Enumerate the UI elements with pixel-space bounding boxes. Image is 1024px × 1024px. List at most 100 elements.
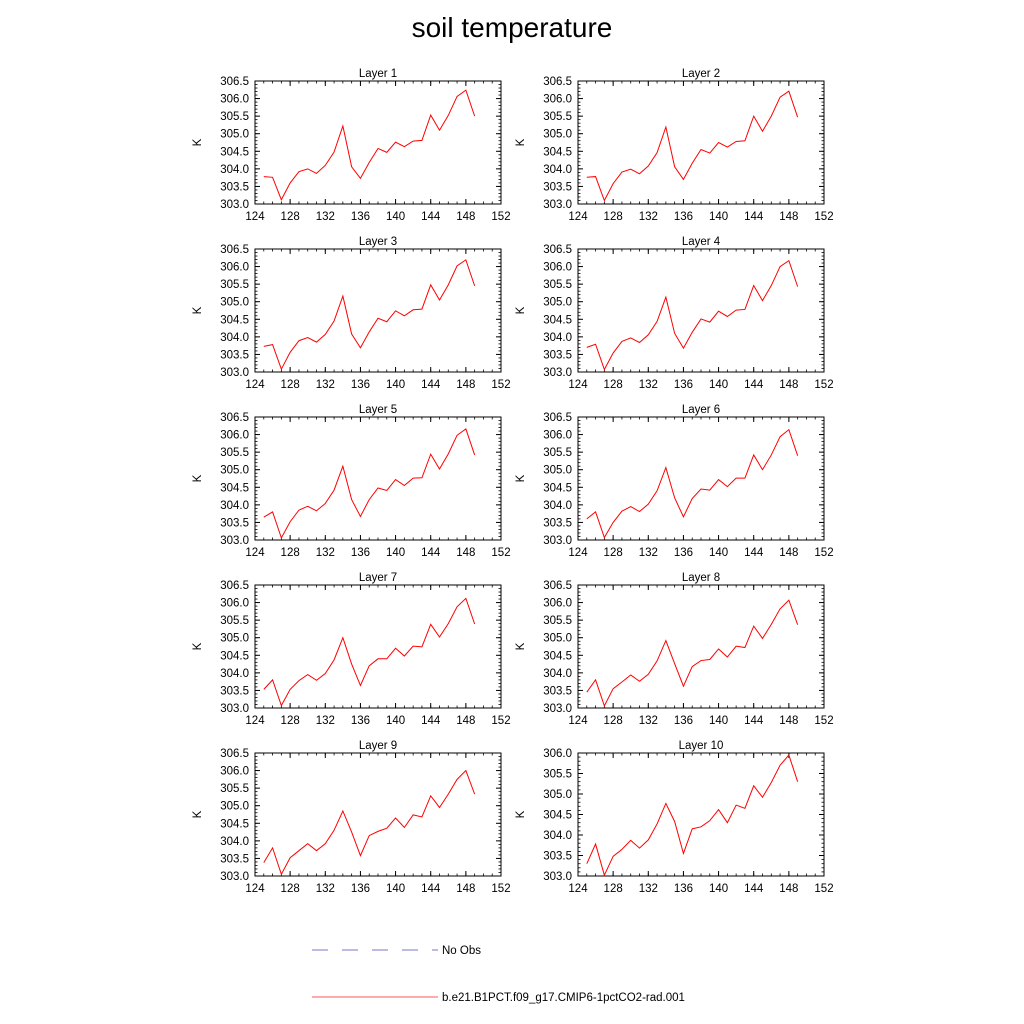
y-tick-label: 304.0 — [543, 164, 572, 176]
series-line-1 — [263, 428, 476, 540]
x-tick-label: 144 — [421, 547, 441, 559]
panel-title: Layer 4 — [682, 236, 721, 248]
y-tick-label: 306.5 — [220, 76, 249, 88]
x-tick-label: 136 — [674, 715, 693, 727]
y-tick-label: 303.5 — [220, 517, 249, 529]
x-tick-label: 124 — [245, 379, 265, 391]
y-tick-label: 305.0 — [543, 789, 572, 801]
y-tick-label: 303.0 — [543, 703, 572, 715]
y-tick-label: 304.0 — [543, 500, 572, 512]
y-tick-label: 306.0 — [220, 766, 249, 778]
y-tick-label: 305.5 — [543, 111, 572, 123]
y-tick-label: 304.0 — [543, 830, 572, 842]
x-tick-label: 144 — [421, 715, 441, 727]
x-tick-label: 132 — [639, 715, 658, 727]
y-tick-label: 305.5 — [220, 615, 249, 627]
y-tick-label: 304.5 — [220, 146, 249, 158]
x-tick-label: 124 — [568, 883, 588, 895]
panel-title: Layer 2 — [682, 68, 720, 80]
x-tick-label: 152 — [491, 883, 510, 895]
y-tick-label: 306.0 — [543, 748, 572, 760]
y-tick-label: 304.0 — [220, 836, 249, 848]
series-line-1 — [263, 597, 476, 707]
y-tick-label: 305.0 — [543, 633, 572, 645]
y-tick-label: 306.0 — [543, 94, 572, 106]
y-axis-label: K — [515, 810, 527, 818]
x-tick-label: 124 — [568, 715, 588, 727]
x-tick-label: 140 — [386, 547, 405, 559]
y-tick-label: 305.0 — [543, 465, 572, 477]
x-tick-label: 148 — [779, 547, 798, 559]
x-tick-label: 140 — [709, 547, 728, 559]
panel-layer-1: 124 128 132 136 140 144 148 152 303.0 303.5 304.0 3… — [192, 68, 511, 223]
x-tick-label: 148 — [456, 547, 475, 559]
y-tick-label: 303.5 — [220, 853, 249, 865]
y-tick-label: 303.0 — [220, 703, 249, 715]
x-tick-label: 140 — [709, 379, 728, 391]
y-tick-label: 304.5 — [543, 482, 572, 494]
x-tick-label: 152 — [491, 547, 510, 559]
x-tick-label: 140 — [386, 883, 405, 895]
x-tick-label: 136 — [351, 211, 370, 223]
x-tick-label: 136 — [674, 379, 693, 391]
y-tick-label: 306.0 — [220, 598, 249, 610]
x-tick-label: 148 — [456, 883, 475, 895]
x-tick-label: 124 — [245, 883, 265, 895]
x-tick-label: 128 — [281, 379, 300, 391]
x-tick-label: 136 — [674, 883, 693, 895]
y-axis-label: K — [515, 642, 527, 650]
y-axis-label: K — [192, 306, 204, 314]
y-tick-label: 303.0 — [220, 199, 249, 211]
x-tick-label: 140 — [386, 379, 405, 391]
x-tick-label: 144 — [421, 883, 441, 895]
x-tick-label: 136 — [351, 715, 370, 727]
panel-title: Layer 9 — [359, 740, 397, 752]
panel-layer-6: 124 128 132 136 140 144 148 152 303.0 303.5 304.0 3… — [515, 404, 834, 559]
x-tick-label: 128 — [604, 715, 623, 727]
y-tick-label: 305.5 — [220, 447, 249, 459]
y-axis-label: K — [515, 474, 527, 482]
x-tick-label: 128 — [281, 883, 300, 895]
series-line-1 — [263, 259, 476, 371]
x-tick-label: 148 — [779, 211, 798, 223]
series-line-1 — [586, 90, 799, 202]
y-tick-label: 305.0 — [220, 129, 249, 141]
panel-title: Layer 6 — [682, 404, 720, 416]
y-axis-label: K — [515, 306, 527, 314]
y-axis-label: K — [192, 810, 204, 818]
y-tick-label: 303.0 — [543, 367, 572, 379]
series-line-1 — [586, 599, 799, 708]
y-axis-label: K — [192, 474, 204, 482]
x-tick-label: 132 — [316, 715, 335, 727]
y-tick-label: 303.5 — [543, 685, 572, 697]
y-tick-label: 303.5 — [543, 181, 572, 193]
x-tick-label: 124 — [245, 547, 265, 559]
y-tick-label: 304.5 — [220, 314, 249, 326]
y-tick-label: 304.0 — [220, 668, 249, 680]
x-tick-label: 140 — [709, 883, 728, 895]
panel-layer-4: 124 128 132 136 140 144 148 152 303.0 303.5 304.0 3… — [515, 236, 834, 391]
x-tick-label: 132 — [316, 379, 335, 391]
x-tick-label: 148 — [456, 715, 475, 727]
x-tick-label: 132 — [639, 211, 658, 223]
x-tick-label: 124 — [568, 379, 588, 391]
y-tick-label: 305.0 — [543, 297, 572, 309]
y-tick-label: 305.5 — [220, 111, 249, 123]
y-axis-label: K — [192, 642, 204, 650]
x-tick-label: 148 — [779, 883, 798, 895]
y-tick-label: 305.0 — [543, 129, 572, 141]
x-tick-label: 132 — [639, 379, 658, 391]
y-tick-label: 303.5 — [543, 349, 572, 361]
y-tick-label: 306.0 — [543, 598, 572, 610]
x-tick-label: 148 — [456, 211, 475, 223]
series-line-1 — [586, 428, 799, 539]
y-tick-label: 304.0 — [220, 164, 249, 176]
y-tick-label: 305.0 — [220, 633, 249, 645]
series-line-1 — [263, 89, 476, 201]
x-tick-label: 132 — [639, 883, 658, 895]
x-tick-label: 144 — [744, 211, 764, 223]
y-axis-label: K — [192, 138, 204, 146]
main-title: soil temperature — [411, 12, 613, 43]
y-tick-label: 306.5 — [220, 748, 249, 760]
